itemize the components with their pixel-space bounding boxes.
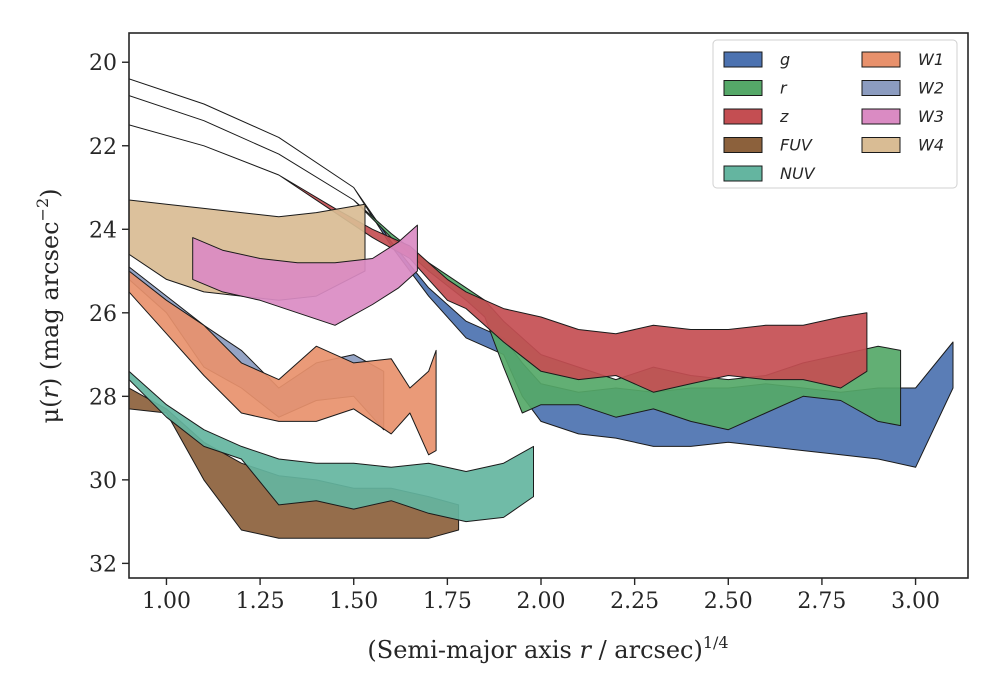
legend-swatch-w4 <box>861 137 901 153</box>
x-tick-label: 2.25 <box>610 589 659 614</box>
x-tick-label: 1.00 <box>142 589 191 614</box>
legend-swatch-g <box>723 51 763 68</box>
y-tick-label: 32 <box>89 552 117 577</box>
x-tick-label: 2.50 <box>704 589 753 614</box>
axes-layer: 1.00 1.25 1.50 1.75 2.00 2.25 2.50 2.75 3.00 20 22… <box>89 32 969 614</box>
legend-label-g: g <box>780 50 790 69</box>
y-tick-label: 28 <box>89 385 117 410</box>
band-w3 <box>192 224 418 326</box>
legend-swatch-nuv <box>723 165 763 182</box>
series-layer <box>129 78 954 539</box>
x-tick-label: 1.50 <box>329 589 378 614</box>
y-axis-title: μ(r) (mag arcsec−2) <box>33 188 64 423</box>
y-tick-label: 24 <box>89 218 117 243</box>
legend-swatch-w1 <box>861 51 901 68</box>
legend-swatch-z <box>723 108 763 125</box>
y-tick-label: 26 <box>89 302 117 327</box>
legend-label-r: r <box>780 79 788 98</box>
legend-label-w1: W1 <box>918 50 944 69</box>
legend-swatch-w3 <box>861 108 901 125</box>
band-nuv <box>129 370 534 523</box>
x-tick-label: 1.25 <box>236 589 285 614</box>
legend-label-nuv: NUV <box>780 164 816 183</box>
legend-label-w3: W3 <box>918 107 944 126</box>
x-tick-label: 2.75 <box>797 589 846 614</box>
legend: grz FUV NUV W1 W2 W3 W4 <box>712 39 958 189</box>
legend-label-z: z <box>779 107 789 126</box>
legend-swatch-w2 <box>861 80 901 96</box>
legend-swatch-r <box>723 80 763 96</box>
y-tick-label: 30 <box>89 469 117 494</box>
y-tick-label: 22 <box>89 135 117 160</box>
x-tick-label: 3.00 <box>891 589 940 614</box>
legend-label-w2: W2 <box>918 79 944 98</box>
legend-label-fuv: FUV <box>780 136 813 155</box>
y-tick-label: 20 <box>89 51 117 76</box>
legend-label-w4: W4 <box>918 136 944 155</box>
x-axis-title: (Semi-major axis r / arcsec)1/4 <box>367 633 728 664</box>
plot-frame <box>128 32 969 579</box>
band-z <box>129 124 868 393</box>
x-tick-label: 2.00 <box>517 589 566 614</box>
band-w1 <box>129 270 437 456</box>
x-tick-label: 1.75 <box>423 589 472 614</box>
legend-swatch-fuv <box>723 137 763 153</box>
